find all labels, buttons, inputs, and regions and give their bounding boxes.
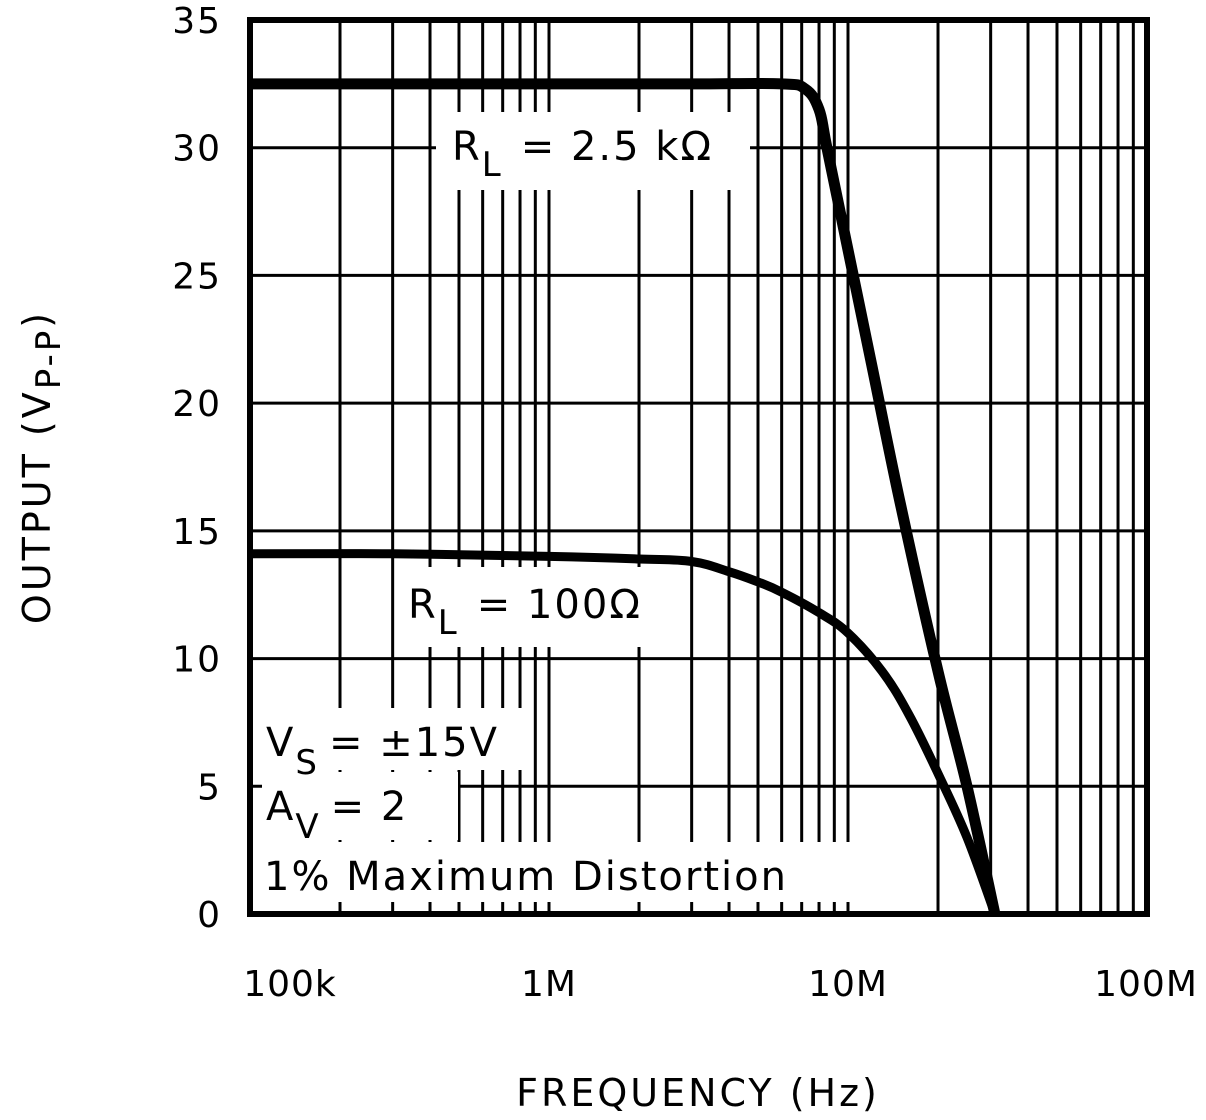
series-rl-100-line <box>249 549 1000 916</box>
annotation-distortion: 1% Maximum Distortion <box>264 854 788 900</box>
series-label-rl-2-5k: RL = 2.5 kΩ <box>452 124 713 185</box>
x-tick-label: 100M <box>1094 964 1198 1005</box>
annotation-gain: AV = 2 <box>266 784 408 847</box>
series-rl-2-5k-line <box>249 77 1001 916</box>
y-axis-title: OUTPUT (VP-P) <box>15 310 69 624</box>
label-backgrounds <box>262 112 874 902</box>
x-tick-label: 1M <box>521 964 577 1005</box>
y-tick-label: 10 <box>172 640 222 681</box>
y-tick-label: 15 <box>172 512 222 553</box>
x-tick-label: 100k <box>243 964 337 1005</box>
y-tick-label: 25 <box>172 256 222 297</box>
y-tick-label: 20 <box>172 384 222 425</box>
x-axis-tick-labels: 100k 1M 10M 100M <box>243 964 1198 1005</box>
x-tick-label: 10M <box>808 964 888 1005</box>
y-axis-tick-labels: 0 5 10 15 20 25 30 35 <box>172 1 222 936</box>
y-tick-label: 30 <box>172 129 222 170</box>
y-tick-label: 5 <box>197 767 222 808</box>
x-axis-title: FREQUENCY (Hz) <box>516 1071 880 1115</box>
data-series <box>249 77 1001 916</box>
y-tick-label: 0 <box>197 895 222 936</box>
annotation-supply-voltage: VS = ±15V <box>266 720 499 783</box>
series-label-rl-100: RL = 100Ω <box>408 582 642 643</box>
plot-frame <box>247 17 1150 917</box>
y-tick-label: 35 <box>172 1 222 42</box>
